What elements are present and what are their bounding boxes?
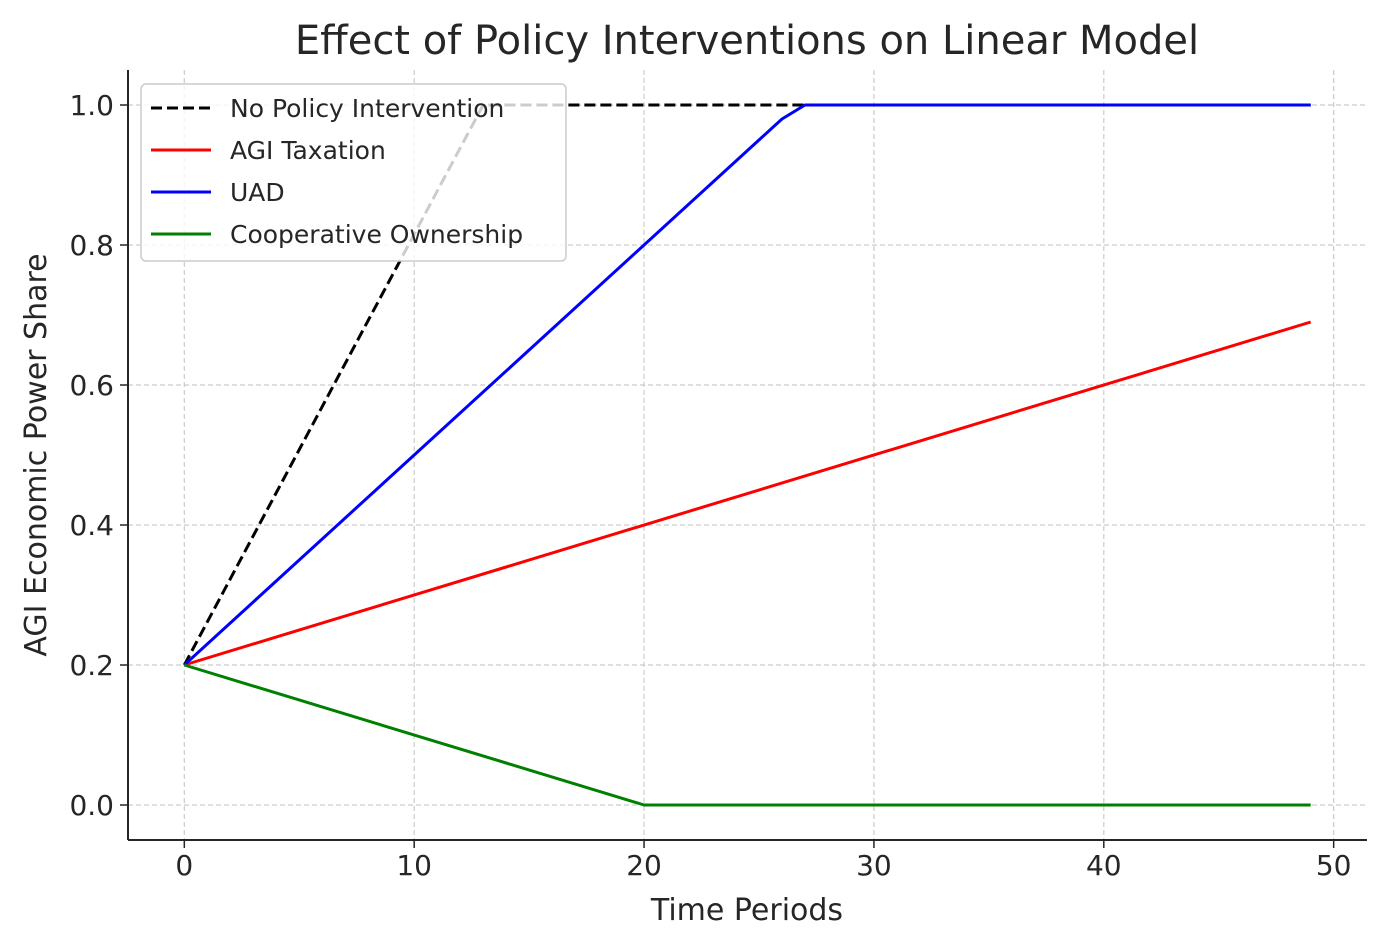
- y-tick-label: 1.0: [69, 89, 114, 122]
- y-tick-label: 0.4: [69, 509, 114, 542]
- x-tick-label: 40: [1086, 849, 1122, 882]
- legend-label: Cooperative Ownership: [230, 220, 523, 249]
- y-tick-label: 0.0: [69, 789, 114, 822]
- y-tick-label: 0.2: [69, 649, 114, 682]
- legend-label: UAD: [230, 178, 285, 207]
- legend: No Policy Intervention AGI Taxation UAD Coo…: [140, 83, 567, 262]
- x-tick-label: 30: [856, 849, 892, 882]
- y-tick-label: 0.8: [69, 229, 114, 262]
- legend-frame: [140, 83, 567, 262]
- legend-label: No Policy Intervention: [230, 94, 504, 123]
- series-line-cooperative-ownership: [183, 663, 1311, 807]
- y-tick-label: 0.6: [69, 369, 114, 402]
- series-lines: [182, 103, 1312, 807]
- x-tick-label: 50: [1316, 849, 1352, 882]
- x-axis-label: Time Periods: [650, 893, 843, 928]
- y-ticks: 0.0 0.2 0.4 0.6 0.8 1.0: [69, 89, 128, 822]
- x-tick-label: 10: [396, 849, 432, 882]
- x-tick-label: 0: [175, 849, 193, 882]
- y-axis-label: AGI Economic Power Share: [19, 253, 54, 656]
- series-line-uad: [183, 103, 1311, 667]
- series-line-agi-taxation: [183, 320, 1312, 667]
- legend-label: AGI Taxation: [230, 136, 386, 165]
- chart-title: Effect of Policy Interventions on Linear…: [295, 18, 1199, 64]
- x-ticks: 0 10 20 30 40 50: [175, 840, 1351, 882]
- x-tick-label: 20: [626, 849, 662, 882]
- axes: [127, 70, 1367, 841]
